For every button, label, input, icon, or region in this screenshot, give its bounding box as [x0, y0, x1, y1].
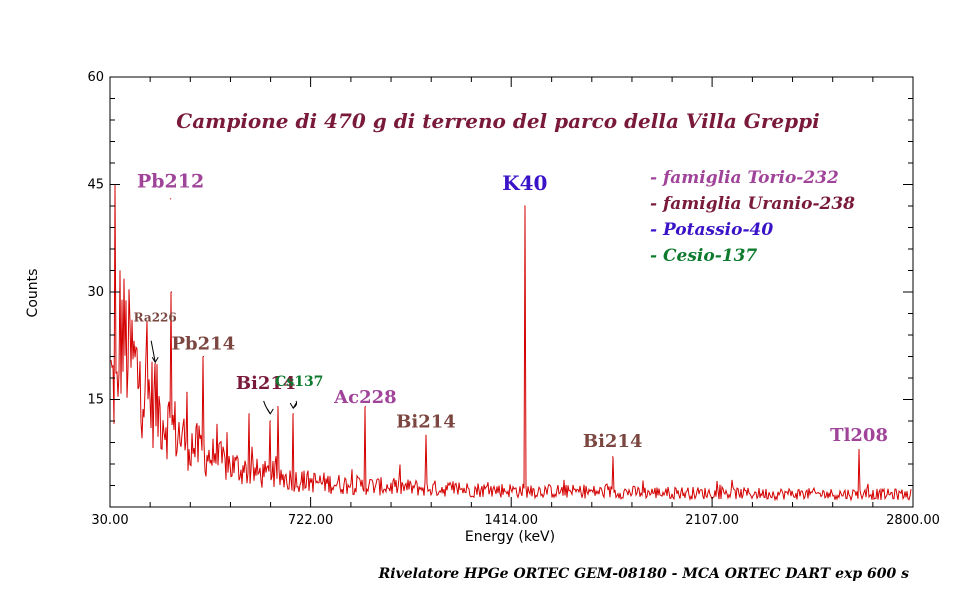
- peak-point: [858, 449, 860, 451]
- plot-frame: [109, 76, 914, 508]
- peak-label: Ac228: [333, 387, 397, 408]
- plot-area: [109, 76, 914, 508]
- peak-point: [612, 456, 614, 458]
- chart-title: Campione di 470 g di terreno del parco d…: [176, 109, 819, 133]
- peak-point: [169, 198, 172, 200]
- peak-point: [248, 413, 250, 415]
- leader-arrowhead: [289, 402, 297, 410]
- legend-item: - famiglia Torio-232: [650, 168, 839, 188]
- x-tick-label: 2800.00: [886, 513, 940, 528]
- leader-arrowhead: [151, 356, 159, 364]
- y-tick-label: 30: [87, 285, 104, 300]
- y-tick-label: 15: [87, 393, 104, 408]
- legend-item: - Potassio-40: [650, 220, 773, 240]
- peak-point: [186, 391, 188, 393]
- peak-label: Bi214: [583, 431, 643, 452]
- peak-label: Cs137: [275, 374, 323, 390]
- peak-point: [425, 434, 427, 436]
- peak-label: Bi214: [396, 411, 456, 432]
- y-tick-label: 60: [87, 70, 104, 85]
- leader-line: [150, 340, 156, 363]
- y-axis-label: Counts: [25, 269, 41, 318]
- footer-note: Rivelatore HPGe ORTEC GEM-08180 - MCA OR…: [378, 566, 909, 582]
- y-tick-label: 45: [87, 178, 104, 193]
- legend-item: - famiglia Uranio-238: [650, 194, 855, 214]
- peak-point: [524, 205, 526, 207]
- spectrum-line: [110, 184, 912, 502]
- x-tick-label: 1414.00: [484, 513, 538, 528]
- peak-label: Pb214: [171, 333, 235, 354]
- peak-point: [269, 420, 271, 422]
- peak-point: [170, 291, 173, 293]
- x-tick-label: 30.00: [91, 513, 128, 528]
- axis-ticks: 30.00 722.00 1414.00 2107.00 2800.00 15 30 45 60: [87, 70, 939, 528]
- peak-label: Tl208: [830, 425, 888, 446]
- spectrum-series: [110, 183, 912, 502]
- peak-labels: Pb212Ra226Pb214Bi214Cs137Ac228Bi214K40Bi…: [134, 170, 888, 451]
- peak-label: Ra226: [134, 310, 177, 324]
- peak-label: Pb212: [137, 170, 204, 192]
- peak-point: [364, 406, 366, 408]
- peak-point: [154, 363, 156, 365]
- peak-point: [202, 355, 204, 358]
- legend-item: - Cesio-137: [650, 246, 757, 266]
- x-tick-label: 722.00: [288, 513, 334, 528]
- x-axis-label: Energy (keV): [465, 529, 555, 545]
- leader-arrowhead: [266, 408, 274, 415]
- peak-point: [292, 413, 294, 415]
- x-tick-label: 2107.00: [685, 513, 739, 528]
- peak-point: [277, 406, 279, 408]
- legend: - famiglia Torio-232 - famiglia Uranio-23…: [650, 168, 855, 266]
- peak-label: Bi214: [236, 373, 296, 394]
- peak-label: K40: [502, 171, 547, 195]
